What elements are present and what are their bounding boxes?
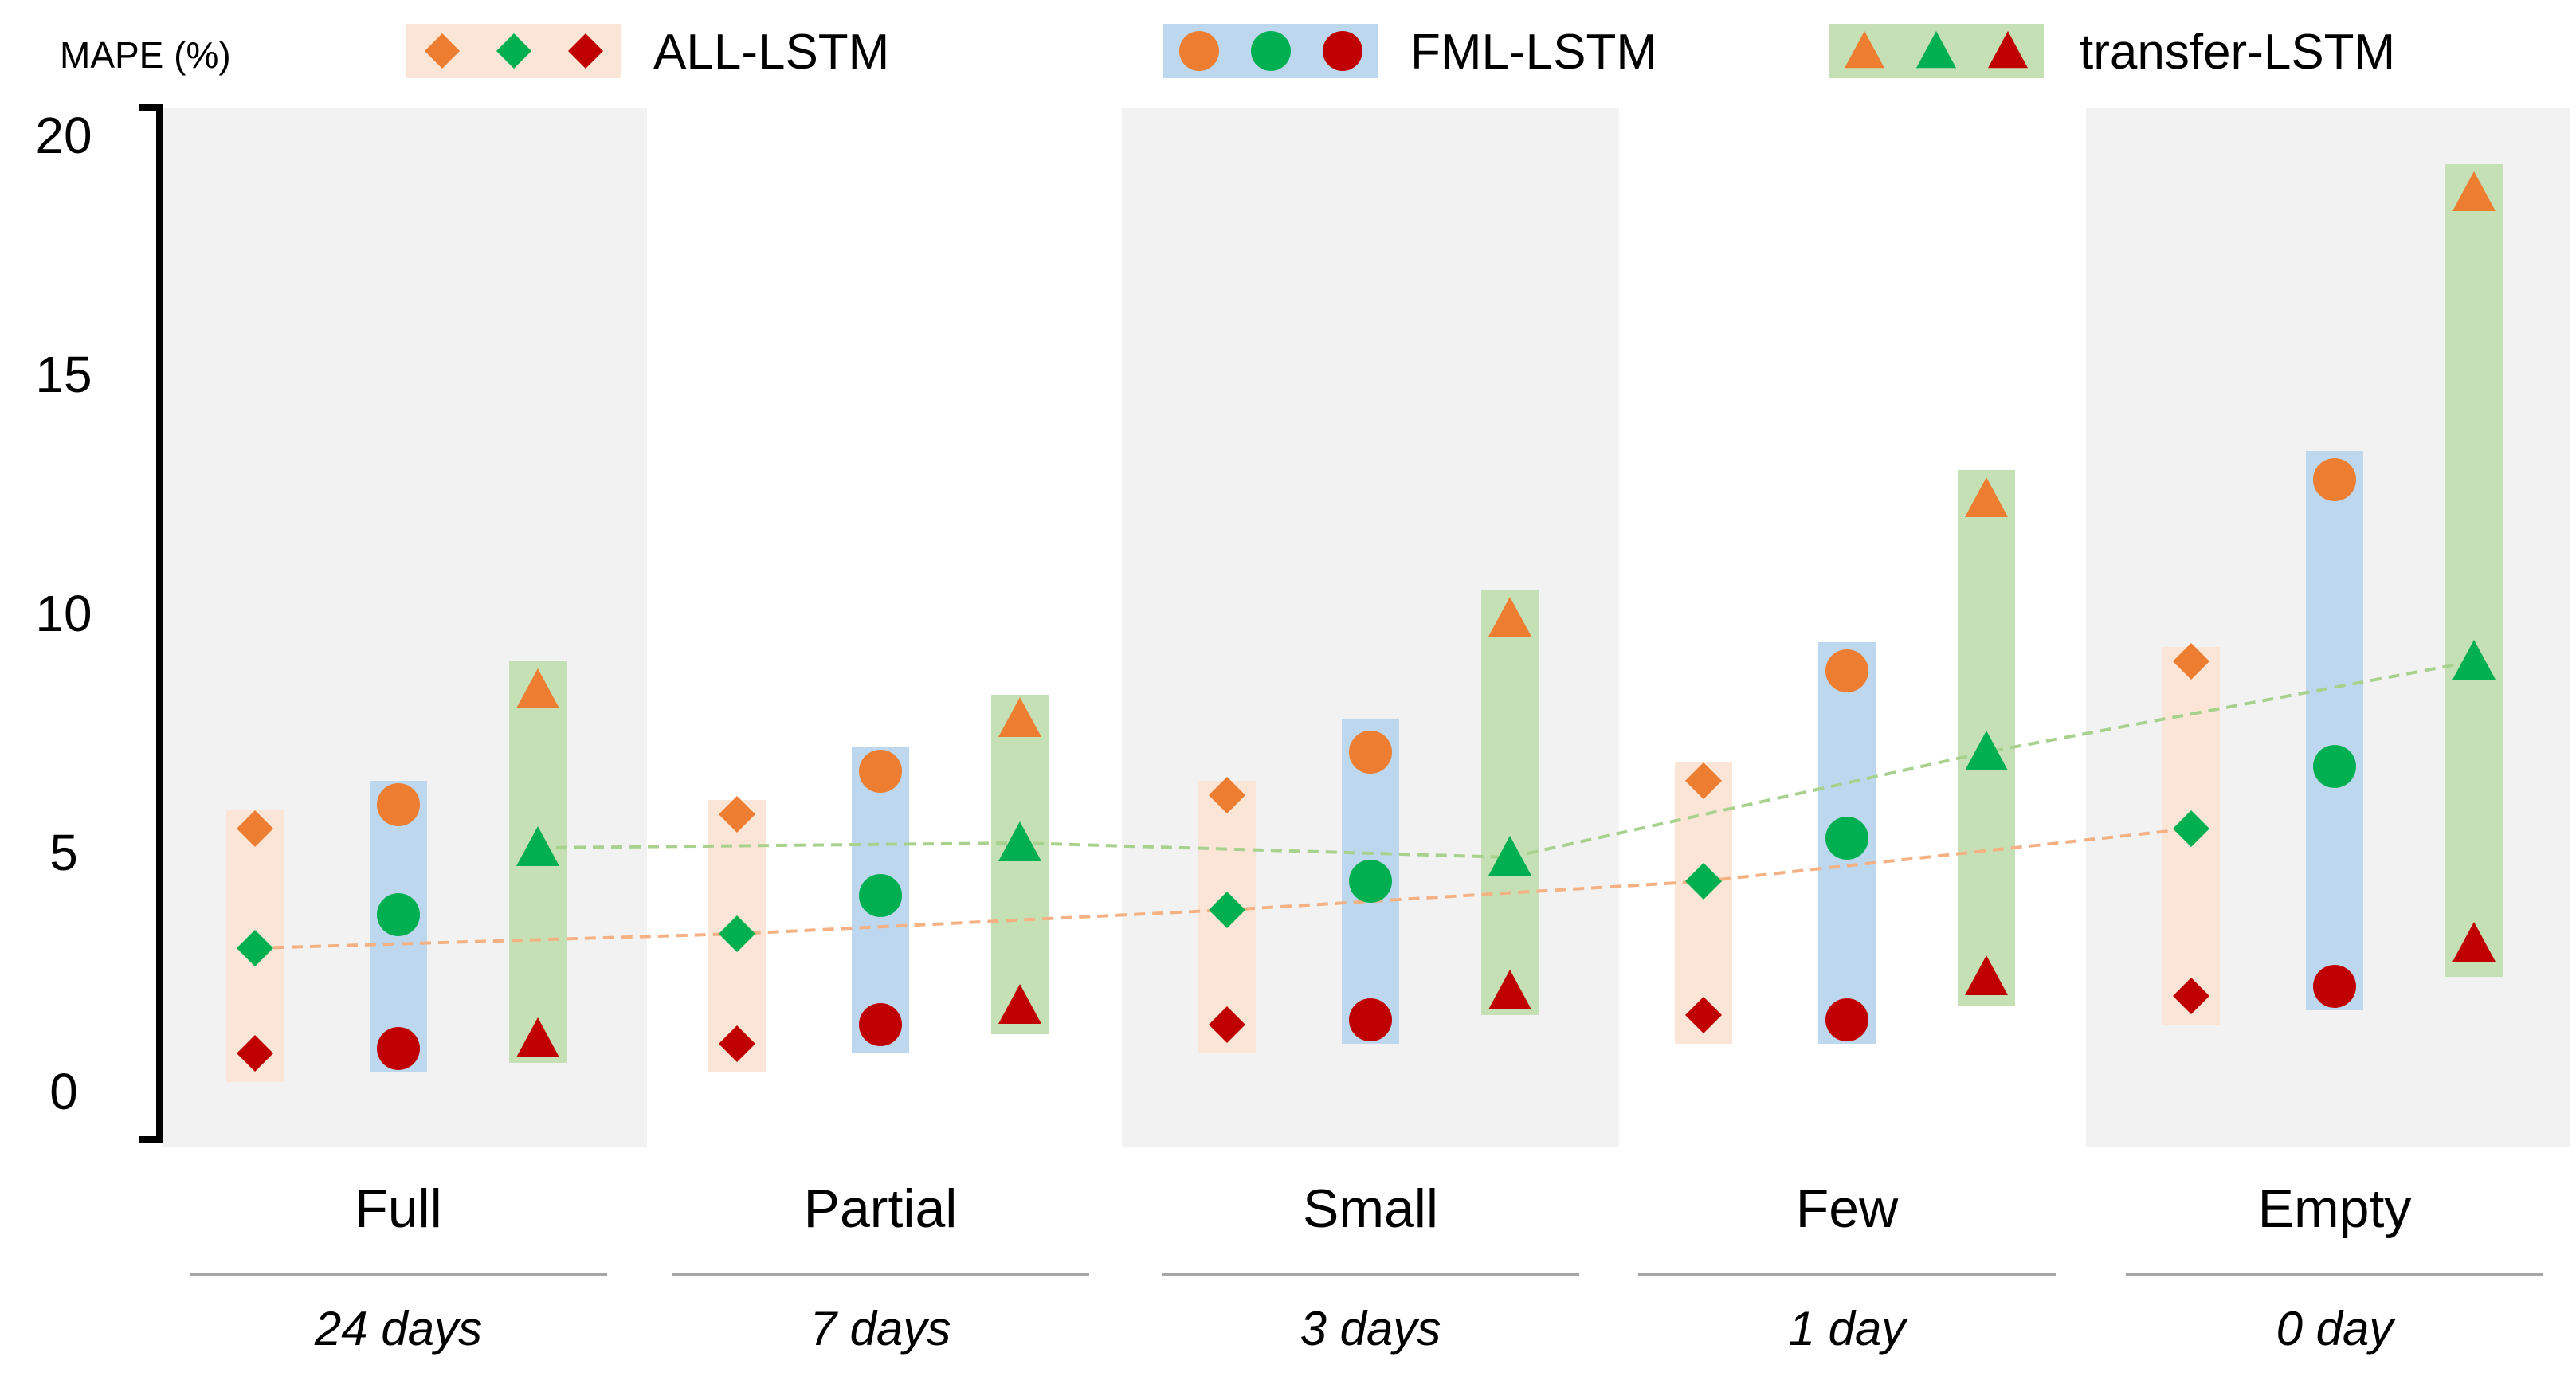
point-fml-lstm-lower-partial [859,1003,902,1046]
point-all-lstm-mean-full [237,930,273,966]
point-all-lstm-mean-partial [719,915,755,952]
legend-marker-all-lstm-2 [568,33,603,69]
point-fml-lstm-mean-partial [859,874,902,917]
point-fml-lstm-upper-full [377,783,420,826]
point-transfer-lstm-lower-few [1965,955,2008,995]
point-fml-lstm-lower-empty [2313,965,2356,1008]
point-all-lstm-lower-partial [719,1025,755,1062]
x-tick-label-empty: Empty [2258,1178,2412,1239]
y-tick-label-20: 20 [35,107,92,164]
range-band-fml-lstm-empty [2306,451,2363,1010]
y-tick-label-15: 15 [35,346,92,403]
point-fml-lstm-lower-few [1825,998,1868,1041]
point-fml-lstm-mean-full [377,893,420,936]
point-fml-lstm-mean-empty [2313,745,2356,788]
legend-label-transfer-lstm: transfer-LSTM [2080,25,2395,80]
point-fml-lstm-mean-few [1825,817,1868,860]
point-all-lstm-lower-empty [2173,978,2209,1014]
x-sublabel-few: 1 day [1789,1302,1909,1355]
y-tick-label-5: 5 [49,824,78,881]
x-tick-label-full: Full [355,1178,442,1239]
point-all-lstm-lower-small [1209,1006,1245,1043]
y-axis-line [139,104,163,1143]
point-all-lstm-upper-small [1209,777,1245,813]
point-fml-lstm-upper-few [1825,649,1868,692]
point-all-lstm-mean-few [1685,863,1722,900]
point-transfer-lstm-mean-full [516,826,559,866]
legend-marker-all-lstm-0 [425,33,460,69]
legend-marker-all-lstm-1 [496,33,531,69]
range-band-transfer-lstm-partial [991,695,1049,1034]
point-transfer-lstm-lower-full [516,1017,559,1057]
legend-marker-fml-lstm-1 [1251,31,1291,71]
point-fml-lstm-lower-small [1349,998,1392,1041]
point-all-lstm-lower-full [237,1035,273,1072]
legend-marker-fml-lstm-0 [1179,31,1219,71]
legend-marker-fml-lstm-2 [1323,31,1362,71]
legend-marker-transfer-lstm-1 [1916,31,1956,69]
x-tick-label-small: Small [1303,1178,1438,1239]
point-transfer-lstm-upper-empty [2452,171,2496,211]
legend-label-all-lstm: ALL-LSTM [653,25,889,80]
point-transfer-lstm-upper-small [1488,597,1531,637]
point-transfer-lstm-mean-small [1488,836,1531,876]
range-band-transfer-lstm-small [1481,590,1539,1015]
legend-label-fml-lstm: FML-LSTM [1410,25,1657,80]
x-sublabel-empty: 0 day [2276,1302,2397,1355]
point-transfer-lstm-lower-small [1488,970,1531,1009]
point-transfer-lstm-upper-few [1965,477,2008,517]
point-all-lstm-upper-full [237,810,273,847]
point-transfer-lstm-upper-full [516,668,559,708]
y-axis-label: MAPE (%) [60,34,231,76]
range-band-transfer-lstm-empty [2445,164,2503,977]
x-sublabel-partial: 7 days [810,1302,951,1355]
point-all-lstm-upper-empty [2173,643,2209,680]
point-all-lstm-upper-partial [719,796,755,833]
point-fml-lstm-upper-partial [859,750,902,793]
x-sublabel-small: 3 days [1300,1302,1441,1355]
point-transfer-lstm-lower-partial [998,984,1041,1024]
x-tick-label-partial: Partial [804,1178,958,1239]
y-tick-label-0: 0 [49,1063,78,1120]
legend-marker-transfer-lstm-2 [1988,31,2028,69]
legend-marker-transfer-lstm-0 [1845,31,1884,69]
point-fml-lstm-upper-empty [2313,458,2356,501]
point-fml-lstm-mean-small [1349,860,1392,903]
point-transfer-lstm-mean-few [1965,731,2008,770]
point-fml-lstm-upper-small [1349,731,1392,774]
point-transfer-lstm-upper-partial [998,697,1041,737]
point-all-lstm-mean-small [1209,892,1245,928]
y-tick-label-10: 10 [35,585,92,642]
point-all-lstm-mean-empty [2173,810,2209,847]
point-all-lstm-lower-few [1685,997,1722,1033]
x-tick-label-few: Few [1796,1178,1899,1239]
point-fml-lstm-lower-full [377,1027,420,1070]
point-transfer-lstm-mean-empty [2452,640,2496,680]
point-transfer-lstm-mean-partial [998,821,1041,861]
x-sublabel-full: 24 days [314,1302,482,1355]
point-transfer-lstm-lower-empty [2452,922,2496,962]
point-all-lstm-upper-few [1685,762,1722,799]
